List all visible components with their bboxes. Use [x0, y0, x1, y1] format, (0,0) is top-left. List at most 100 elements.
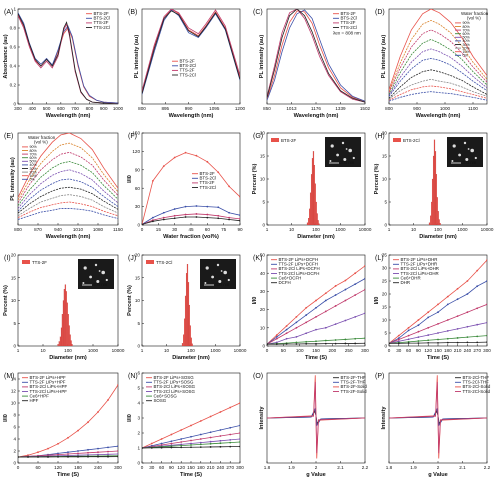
series-line [267, 312, 365, 345]
data-point [285, 332, 288, 335]
plot-area [18, 12, 118, 104]
series-line [389, 48, 487, 96]
nanoparticle-dot [96, 280, 100, 283]
x-tick-label: 1000 [440, 106, 451, 111]
histogram-bar [191, 343, 193, 346]
data-point [239, 424, 240, 427]
x-tick-label: 180 [444, 348, 452, 353]
x-tick-label: 30 [396, 348, 402, 353]
legend-subtitle: (vol %) [467, 16, 481, 21]
histogram-bar [309, 192, 312, 225]
x-tick-label: 2.2 [362, 465, 369, 470]
series-line [267, 381, 365, 454]
data-point [209, 440, 212, 443]
plot-area [142, 151, 240, 225]
histogram-bar [308, 218, 310, 225]
histogram-bar [186, 264, 189, 346]
plot-area [389, 259, 487, 345]
data-point [180, 429, 183, 431]
x-tick-label: 1176 [311, 106, 321, 111]
y-tick-label: 5 [137, 386, 140, 391]
x-tick-label: 60 [35, 465, 41, 470]
y-tick-label: 8 [13, 413, 16, 418]
nanoparticle-dot [336, 153, 339, 157]
data-point [486, 280, 487, 282]
x-tick-label: 1 [266, 227, 269, 232]
data-point [486, 259, 487, 262]
legend-label: TTS-2F LiPs+DHR [401, 262, 438, 267]
data-point [190, 446, 192, 449]
series-line [389, 85, 487, 101]
legend-label: BTS-2Cl [94, 16, 111, 21]
nanoparticle-dot [343, 158, 347, 161]
data-point [486, 341, 487, 343]
data-point [305, 306, 308, 309]
x-tick-label: 1339 [335, 106, 346, 111]
legend-label: 50% [30, 160, 38, 164]
scale-bar-label: 200 nm [340, 160, 355, 165]
x-tick-label: 600 [57, 106, 65, 111]
legend-label: 60% [463, 32, 471, 36]
y-tick-label: 120 [132, 149, 140, 154]
data-point [190, 435, 192, 438]
y-tick-label: 10 [260, 325, 266, 330]
series-line [18, 133, 118, 198]
y-axis-label: Percent (%) [374, 163, 380, 194]
data-point [229, 439, 232, 441]
nanoparticle-dot [330, 144, 334, 148]
scale-bar-label: 200 nm [215, 282, 230, 287]
y-tick-label: 2 [13, 449, 16, 454]
x-tick-label: 10 [289, 227, 295, 232]
series-line [389, 69, 487, 99]
legend-label: BTS-2Cl [200, 176, 217, 181]
legend-label: BTS-2F-Solid [341, 384, 368, 389]
x-tick-label: 10 [40, 348, 46, 353]
data-point [117, 455, 118, 458]
data-point [315, 328, 317, 331]
data-point [334, 285, 337, 287]
nanoparticle-dot [463, 141, 467, 145]
histogram-bar [69, 334, 71, 346]
histogram-bar [316, 213, 318, 225]
histogram-bar [311, 158, 314, 225]
legend-swatch [146, 260, 154, 264]
series-line [389, 57, 487, 97]
data-point [239, 445, 240, 448]
legend-label: 50% [463, 36, 471, 40]
data-point [229, 441, 232, 444]
plot-area [181, 264, 193, 346]
legend-label: TTS-2Cl LiPs+DCFH [279, 271, 320, 276]
x-tick-label: 100 [187, 348, 195, 353]
x-tick-label: 2.1 [337, 465, 344, 470]
data-point [209, 431, 212, 434]
plot-area [18, 133, 118, 220]
data-point [295, 326, 298, 329]
nanoparticle-dot [204, 282, 207, 284]
panel-J: (J) 1 10 100 1000 10000 0 5 10 15 20 Diameter (nm) P… [127, 253, 247, 361]
data-point [456, 341, 459, 344]
legend-label: TTS-2Cl [94, 25, 110, 30]
x-tick-label: 90 [169, 465, 175, 470]
y-axis-label: Percent (%) [252, 163, 258, 194]
legend-label: BTS-2F LiPs+HPF [30, 375, 67, 380]
plot-area [428, 139, 441, 225]
plot-frame [141, 8, 241, 105]
data-point [324, 339, 327, 342]
y-tick-label: 5 [137, 321, 140, 326]
legend-label: BTS-2F-THF [341, 375, 366, 380]
data-point [239, 402, 240, 404]
legend-label: 70% [30, 152, 38, 156]
x-tick-label: 1000 [210, 348, 221, 353]
data-point [117, 450, 118, 452]
data-point [344, 319, 347, 322]
series-line [389, 9, 487, 90]
panel-N: (N) 0 30 60 90 120 150 180 210 240 270 300 0 1 2 3 4 5 6 Ti… [127, 371, 244, 478]
data-point [162, 216, 165, 219]
histogram-bar [58, 341, 60, 346]
legend-label: TTS-2F LiPs+DCFH [279, 262, 318, 267]
histogram-bar [314, 183, 316, 225]
x-tick-label: 180 [197, 465, 205, 470]
x-axis-label: Time (S) [180, 472, 202, 478]
panel-label: (K) [253, 255, 262, 262]
data-point [315, 342, 317, 345]
